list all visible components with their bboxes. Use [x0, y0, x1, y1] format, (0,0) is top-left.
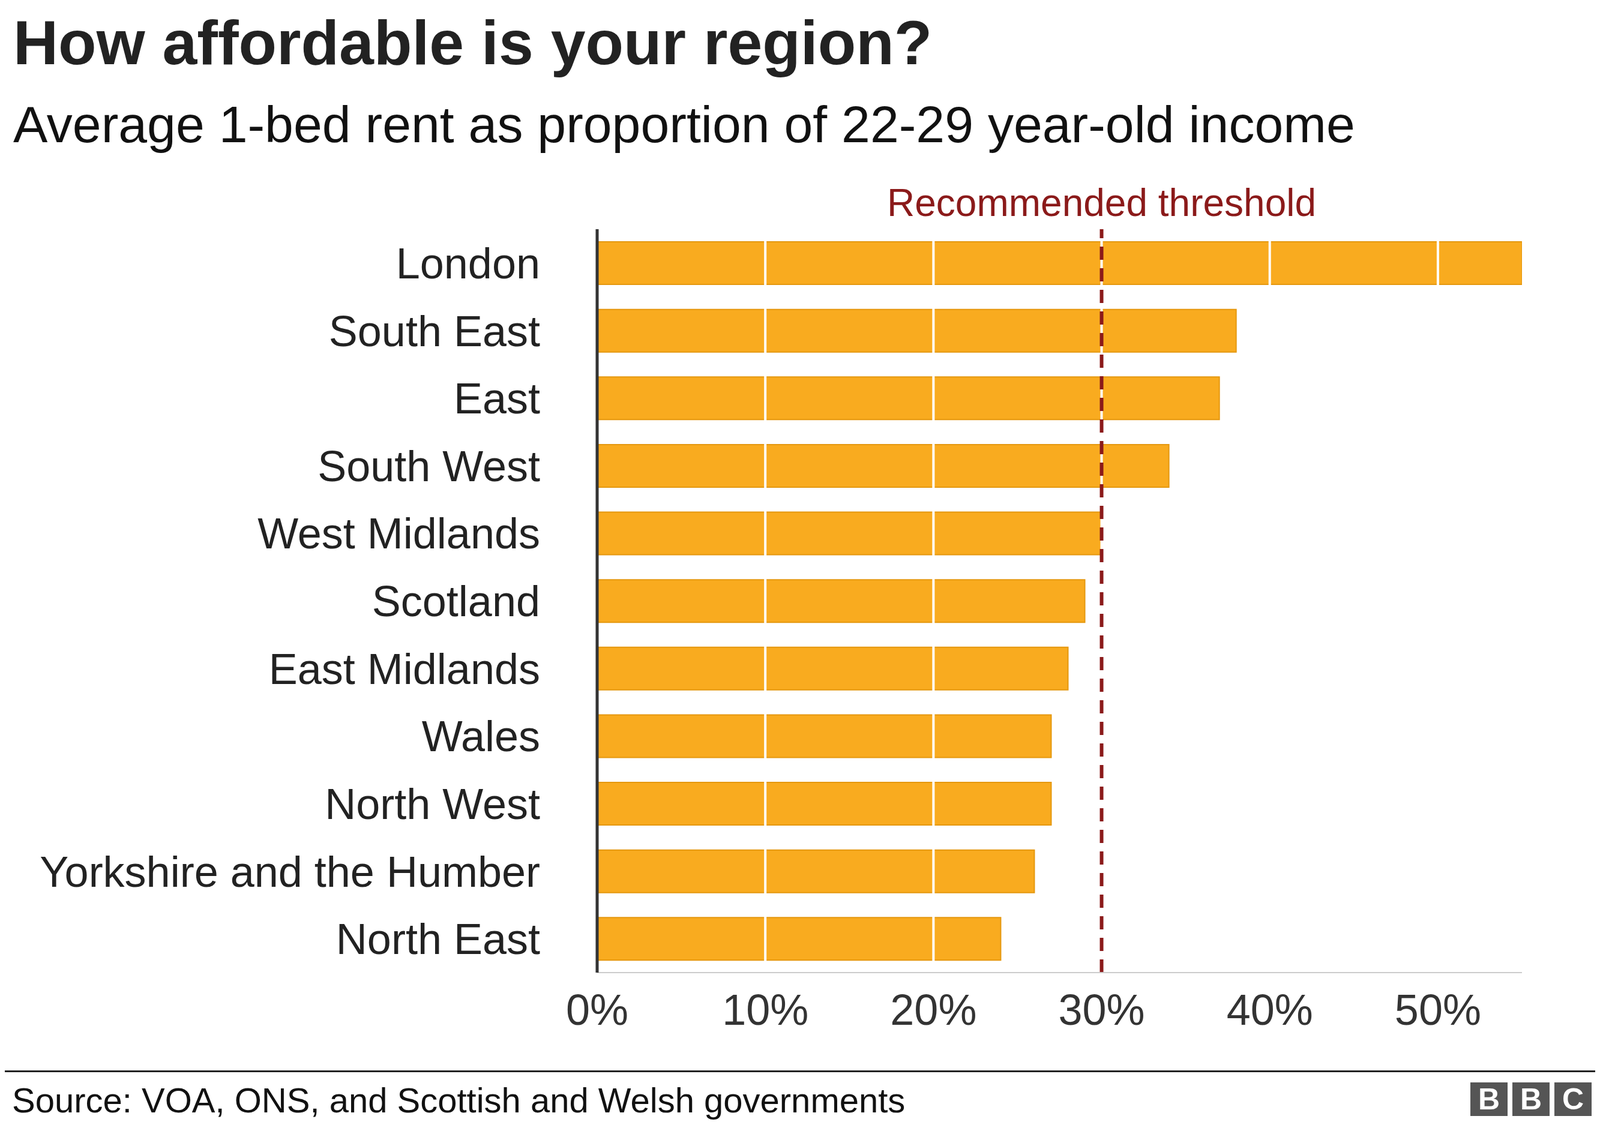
html-text:B: B: [1520, 1082, 1542, 1117]
svg-text:Recommended threshold: Recommended threshold: [887, 181, 1317, 225]
html-text:How affordable is your region?: How affordable is your region?: [13, 7, 933, 78]
html-text:B: B: [1478, 1082, 1500, 1117]
svg-text:Yorkshire and the Humber: Yorkshire and the Humber: [39, 848, 541, 897]
svg-text:50%: 50%: [1394, 986, 1482, 1035]
svg-text:South East: South East: [328, 307, 541, 356]
html-text:Average 1-bed rent as proporti: Average 1-bed rent as proportion of 22-2…: [13, 95, 1356, 154]
svg-text:Wales: Wales: [421, 712, 541, 761]
svg-text:0%: 0%: [565, 986, 629, 1035]
svg-text:West Midlands: West Midlands: [257, 509, 541, 558]
svg-text:20%: 20%: [890, 986, 977, 1035]
svg-text:Scotland: Scotland: [372, 577, 541, 626]
html-text:Source: VOA, ONS, and Scottish: Source: VOA, ONS, and Scottish and Welsh…: [12, 1080, 906, 1120]
svg-text:North West: North West: [324, 780, 541, 829]
svg-text:30%: 30%: [1058, 986, 1145, 1035]
svg-text:London: London: [396, 239, 541, 288]
svg-text:North East: North East: [336, 915, 541, 964]
html-text:C: C: [1562, 1082, 1584, 1117]
svg-text:East: East: [453, 374, 541, 423]
svg-text:10%: 10%: [721, 986, 809, 1035]
svg-text:East Midlands: East Midlands: [268, 645, 541, 694]
svg-text:South West: South West: [317, 442, 541, 491]
svg-text:40%: 40%: [1226, 986, 1314, 1035]
